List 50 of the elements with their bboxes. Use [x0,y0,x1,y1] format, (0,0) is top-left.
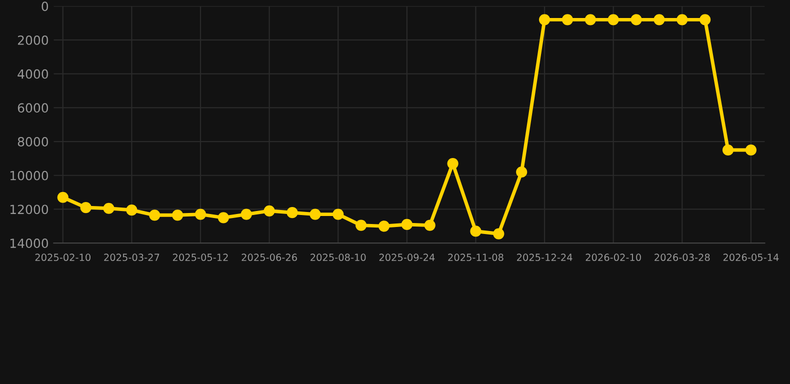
x-tick-label: 2026-03-28 [654,254,710,262]
point [700,14,711,26]
point [240,208,252,220]
point [80,202,92,214]
point [103,202,114,214]
point [310,208,321,220]
point [149,210,160,221]
point [538,14,550,26]
x-tick-label: 2025-11-08 [448,254,504,262]
x-tick-label: 2025-08-10 [310,254,366,262]
point [470,226,482,237]
point [401,218,412,230]
x-tick-label: 2025-06-26 [242,254,297,262]
point [172,210,184,221]
point [493,228,504,240]
y-tick-label: 2000 [18,35,48,45]
x-tick-label: 2025-09-24 [379,254,435,262]
point [424,220,436,231]
y-tick-label: 8000 [18,137,48,146]
x-tick-label: 2025-05-12 [172,254,228,262]
point [584,14,596,26]
point [516,166,528,178]
x-tick-label: 2026-05-14 [723,254,779,262]
point [356,220,367,231]
point [194,208,206,220]
y-tick-label: 14000 [10,238,48,248]
point [676,14,688,26]
point [378,220,390,232]
y-tick-label: 4000 [18,69,48,79]
x-tick-label: 2025-12-24 [517,254,572,262]
y-tick-label: 10000 [10,170,48,180]
point [562,14,574,26]
point [218,212,229,224]
point [608,14,619,26]
y-tick-label: 12000 [10,204,48,214]
point [722,144,734,156]
point [447,158,458,170]
point [630,14,642,26]
y-tick-label: 6000 [18,103,48,113]
x-tick-label: 2026-02-10 [586,254,641,262]
point [332,208,344,220]
point [57,192,68,203]
point [654,14,665,26]
point [745,144,757,156]
y-tick-label: 0 [42,2,48,12]
point [264,205,275,216]
x-tick-label: 2025-02-10 [35,254,90,262]
point [286,207,298,218]
point [126,204,138,216]
x-tick-label: 2025-03-27 [104,254,160,262]
